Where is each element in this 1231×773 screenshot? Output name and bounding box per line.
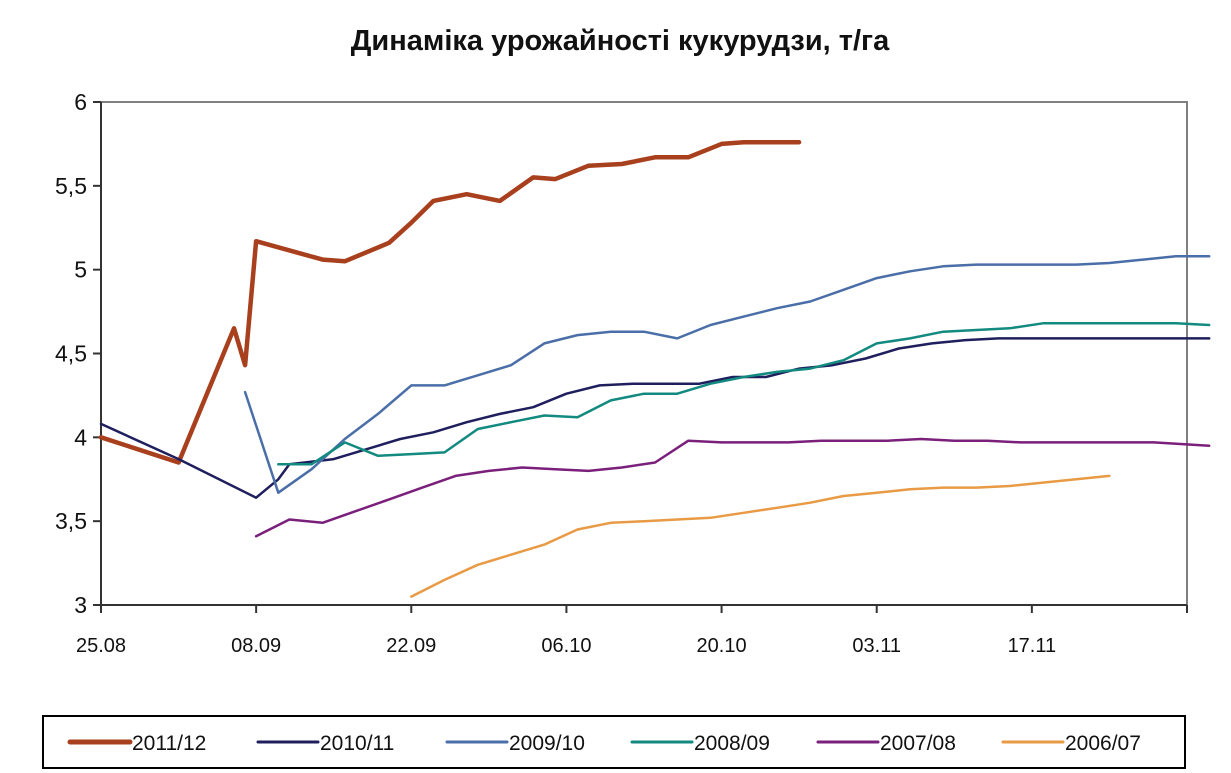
y-tick-label: 5,5 xyxy=(55,173,87,199)
x-tick-label: 08.09 xyxy=(231,635,281,657)
x-tick-label: 06.10 xyxy=(541,635,591,657)
series-line-2011-12 xyxy=(98,139,802,465)
series-line-2008-09 xyxy=(277,322,1211,466)
legend-box xyxy=(42,715,1186,769)
y-tick-label: 3,5 xyxy=(55,508,87,534)
chart-title: Динаміка урожайності кукурудзи, т/га xyxy=(351,25,890,57)
legend-label: 2008/09 xyxy=(694,732,770,755)
legend-label: 2011/12 xyxy=(132,732,206,755)
y-tick-label: 4,5 xyxy=(55,341,87,367)
x-tick-label: 22.09 xyxy=(386,635,436,657)
y-tick-label: 4 xyxy=(74,424,87,450)
y-tick-label: 3 xyxy=(74,592,87,618)
x-tick-label: 20.10 xyxy=(697,635,747,657)
legend-label: 2009/10 xyxy=(509,732,585,755)
series-line-2006-07 xyxy=(410,474,1111,598)
legend-label: 2006/07 xyxy=(1065,732,1141,755)
x-tick-label: 25.08 xyxy=(76,635,126,657)
plot-area: 3 3,5 4 4,5 5 5,5 6 25.08 08.09 22.09 06.10 20.10 03… xyxy=(55,89,1211,657)
y-tick-label: 6 xyxy=(74,89,87,115)
series-line-2007-08 xyxy=(254,437,1211,538)
series-line-2009-10 xyxy=(243,255,1211,494)
x-tick-label: 17.11 xyxy=(1008,635,1057,657)
series-line-2010-11 xyxy=(99,337,1211,499)
y-tick-label: 5 xyxy=(74,257,87,283)
chart-legend: 2011/12 2010/11 2009/10 2008/09 2007/08 2006/… xyxy=(42,715,1186,769)
plot-frame xyxy=(100,101,1188,606)
legend-label: 2007/08 xyxy=(880,732,956,755)
x-tick-label: 03.11 xyxy=(852,635,901,657)
legend-label: 2010/11 xyxy=(320,732,394,755)
